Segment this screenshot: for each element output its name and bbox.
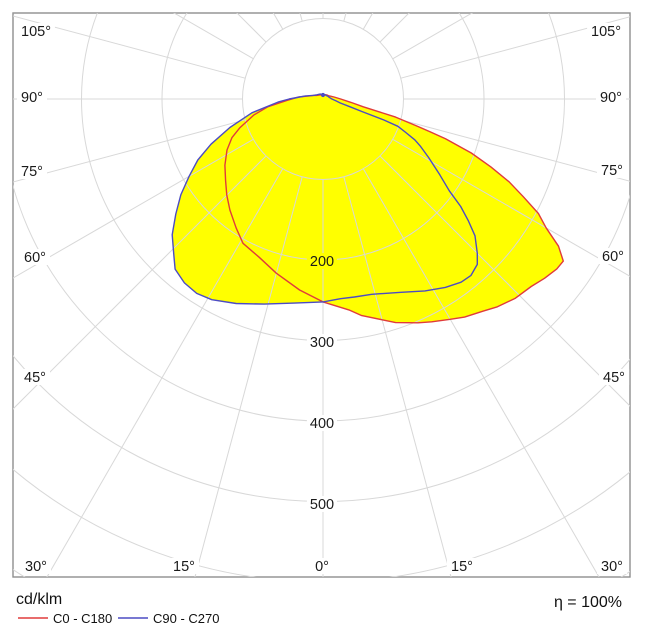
angle-label-bg — [598, 248, 629, 264]
radial-label: 500 — [310, 497, 334, 513]
radial-label: 400 — [310, 416, 334, 432]
angle-label-bg — [596, 89, 627, 105]
grid-spoke — [400, 16, 630, 79]
angle-label-bg — [16, 163, 47, 179]
angle-label-bg — [597, 558, 628, 574]
angle-label-bg — [597, 162, 628, 178]
angle-label-bg — [587, 23, 625, 39]
grid-spoke — [13, 155, 267, 410]
angle-label: 15° — [451, 559, 473, 575]
angle-label: 30° — [25, 559, 47, 575]
grid-spoke — [13, 138, 254, 279]
radial-label-bg — [306, 334, 337, 350]
efficiency-label: η = 100% — [554, 594, 622, 611]
angle-label: 60° — [602, 249, 624, 265]
angle-label: 45° — [24, 370, 46, 386]
units-label: cd/klm — [16, 591, 62, 608]
angle-label: 30° — [601, 559, 623, 575]
legend-item-c90-c270: C90 - C270 — [118, 611, 219, 626]
intensity-envelope-fill — [172, 94, 564, 323]
radial-label-bg — [306, 496, 337, 512]
angle-label: 15° — [173, 559, 195, 575]
envelope-area — [172, 94, 564, 323]
angle-label: 75° — [601, 163, 623, 179]
legend-label-c90-c270: C90 - C270 — [153, 611, 219, 626]
photometric-curves — [171, 92, 564, 324]
grid-spoke — [400, 119, 630, 182]
grid-spoke — [362, 168, 600, 577]
grid-spoke — [392, 138, 630, 277]
angle-label: 75° — [21, 164, 43, 180]
angle-label-bg — [20, 558, 51, 574]
grid-spoke — [13, 119, 246, 183]
legend: C0 - C180 C90 - C270 — [18, 611, 219, 626]
c0-c180-curve — [224, 94, 564, 324]
radial-label-bg — [306, 253, 337, 269]
angle-label-bg — [446, 558, 477, 574]
angle-label-bg — [19, 249, 50, 265]
radial-label: 200 — [310, 254, 334, 270]
angle-label-bg — [599, 369, 630, 385]
angle-label: 90° — [600, 90, 622, 106]
angle-label-bg — [310, 558, 334, 574]
angle-label-bg — [16, 89, 47, 105]
grid-spoke — [46, 168, 284, 577]
legend-item-c0-c180: C0 - C180 — [18, 611, 112, 626]
c90-c270-curve — [171, 93, 478, 305]
axis-labels: 105° 90° 75° 60° 45° 30° 15° 0° 15° 30° 45° 60° 75° 9… — [16, 23, 630, 575]
legend-label-c0-c180: C0 - C180 — [53, 611, 112, 626]
angle-label: 0° — [315, 559, 329, 575]
radial-label: 300 — [310, 335, 334, 351]
angle-label: 90° — [21, 90, 43, 106]
apex-marker — [320, 92, 326, 98]
angle-label: 105° — [591, 24, 621, 40]
angle-label: 45° — [603, 370, 625, 386]
angle-label-bg — [17, 23, 55, 39]
chart-footer: cd/klm η = 100% C0 - C180 C90 - C270 — [16, 591, 622, 626]
angle-label-bg — [168, 558, 199, 574]
angle-label: 60° — [24, 250, 46, 266]
angle-label: 105° — [21, 24, 51, 40]
angle-label-bg — [19, 369, 50, 385]
grid-spoke — [13, 15, 246, 79]
radial-label-bg — [306, 415, 337, 431]
grid-spoke — [379, 155, 630, 407]
